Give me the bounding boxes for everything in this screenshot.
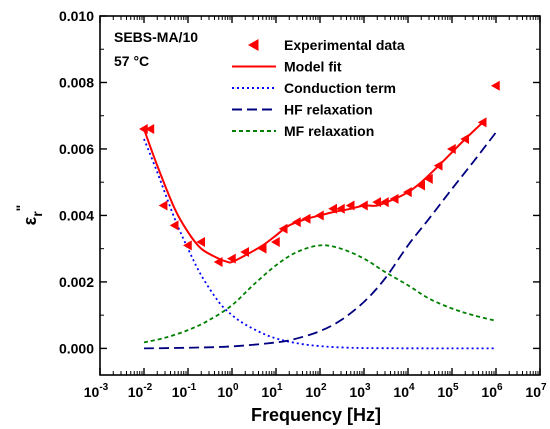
y-axis-title: εr" xyxy=(13,205,45,226)
x-tick-label-exponent: -1 xyxy=(187,382,196,393)
annotations: SEBS-MA/10 57 °C xyxy=(114,29,198,69)
data-point xyxy=(433,160,443,171)
series-line-mf-relaxation xyxy=(143,244,497,344)
x-axis-title: Frequency [Hz] xyxy=(251,405,381,425)
x-tick-label-base: 10 xyxy=(305,384,321,400)
x-tick-label: 107 xyxy=(525,382,547,400)
x-tick-label-exponent: -3 xyxy=(99,382,108,393)
y-tick-label: 0.010 xyxy=(59,8,94,24)
y-tick-label: 0.004 xyxy=(59,207,94,223)
data-point xyxy=(158,200,168,211)
x-tick-label: 106 xyxy=(481,382,503,400)
legend-label: MF relaxation xyxy=(284,123,374,139)
data-point xyxy=(423,173,433,184)
x-tick-label: 103 xyxy=(349,382,371,400)
y-axis-title-text: εr" xyxy=(13,205,45,226)
legend: Experimental data Model fit Conduction ter… xyxy=(232,37,405,139)
data-point xyxy=(257,243,267,254)
x-tick-label-exponent: 2 xyxy=(321,382,327,393)
x-tick-label-exponent: 3 xyxy=(365,382,371,393)
x-tick-label-base: 10 xyxy=(437,384,453,400)
data-point xyxy=(416,180,425,191)
data-point xyxy=(240,247,249,258)
data-point xyxy=(139,124,148,135)
legend-label: HF relaxation xyxy=(284,102,373,118)
x-tick-label-base: 10 xyxy=(172,384,188,400)
x-tick-label: 102 xyxy=(305,382,327,400)
x-tick-label-exponent: 5 xyxy=(453,382,459,393)
data-point xyxy=(227,253,236,264)
x-tick-label-exponent: 4 xyxy=(409,382,415,393)
data-point xyxy=(460,133,469,144)
data-point xyxy=(379,197,389,208)
data-point xyxy=(447,143,456,154)
data-point xyxy=(145,124,155,135)
data-point xyxy=(271,237,280,248)
x-tick-label-base: 10 xyxy=(84,384,100,400)
data-point xyxy=(389,193,399,204)
legend-label: Experimental data xyxy=(284,37,405,53)
y-axis-title-sub: r xyxy=(29,211,45,217)
annotation-temperature: 57 °C xyxy=(114,53,149,69)
data-point xyxy=(315,210,324,221)
x-tick-label-base: 10 xyxy=(349,384,365,400)
x-tick-label-exponent: 1 xyxy=(277,382,283,393)
x-tick-label: 10-1 xyxy=(172,382,197,400)
x-tick-label: 100 xyxy=(217,382,239,400)
data-point xyxy=(291,217,301,228)
x-tick-label: 101 xyxy=(261,382,283,400)
x-tick-label: 10-2 xyxy=(128,382,153,400)
x-tick-label-exponent: 0 xyxy=(233,382,239,393)
axes: 10-3 10-2 10-1 100 101 102 103 104 105 106 1070.00… xyxy=(59,8,547,400)
x-tick-label-exponent: 6 xyxy=(497,382,503,393)
x-tick-label-exponent: -2 xyxy=(143,382,152,393)
x-tick-label-base: 10 xyxy=(481,384,497,400)
y-tick-label: 0.008 xyxy=(59,74,94,90)
data-point xyxy=(328,203,337,214)
x-tick-label: 104 xyxy=(393,382,415,400)
y-axis-title-main: ε xyxy=(20,216,40,225)
data-point xyxy=(372,197,381,208)
series-layer xyxy=(139,80,500,350)
y-tick-label: 0.002 xyxy=(59,274,94,290)
annotation-sample: SEBS-MA/10 xyxy=(114,29,198,45)
y-tick-label: 0.000 xyxy=(59,340,94,356)
x-tick-label-base: 10 xyxy=(128,384,144,400)
x-tick-label-base: 10 xyxy=(217,384,233,400)
data-point xyxy=(213,256,223,267)
x-tick-label: 105 xyxy=(437,382,459,400)
data-point xyxy=(491,80,500,91)
data-point xyxy=(278,223,288,234)
data-point xyxy=(345,200,355,211)
x-tick-label: 10-3 xyxy=(84,382,109,400)
y-tick-label: 0.006 xyxy=(59,141,94,157)
data-point xyxy=(301,213,311,224)
data-point xyxy=(403,187,412,198)
x-tick-label-exponent: 7 xyxy=(541,382,547,393)
legend-marker xyxy=(248,39,259,51)
series-line-hf-relaxation xyxy=(143,131,497,350)
y-axis-title-sup: " xyxy=(13,205,29,212)
data-point xyxy=(196,237,205,248)
legend-label: Conduction term xyxy=(284,80,396,96)
series-line-model-fit xyxy=(143,121,484,264)
x-tick-label-base: 10 xyxy=(261,384,277,400)
x-tick-label-base: 10 xyxy=(525,384,541,400)
data-point xyxy=(169,220,179,231)
data-point xyxy=(359,200,368,211)
data-point xyxy=(335,203,345,214)
x-tick-label-base: 10 xyxy=(393,384,409,400)
series-line-conduction-term xyxy=(143,138,497,350)
legend-label: Model fit xyxy=(284,59,342,75)
data-point xyxy=(183,240,192,251)
data-point xyxy=(477,117,487,128)
